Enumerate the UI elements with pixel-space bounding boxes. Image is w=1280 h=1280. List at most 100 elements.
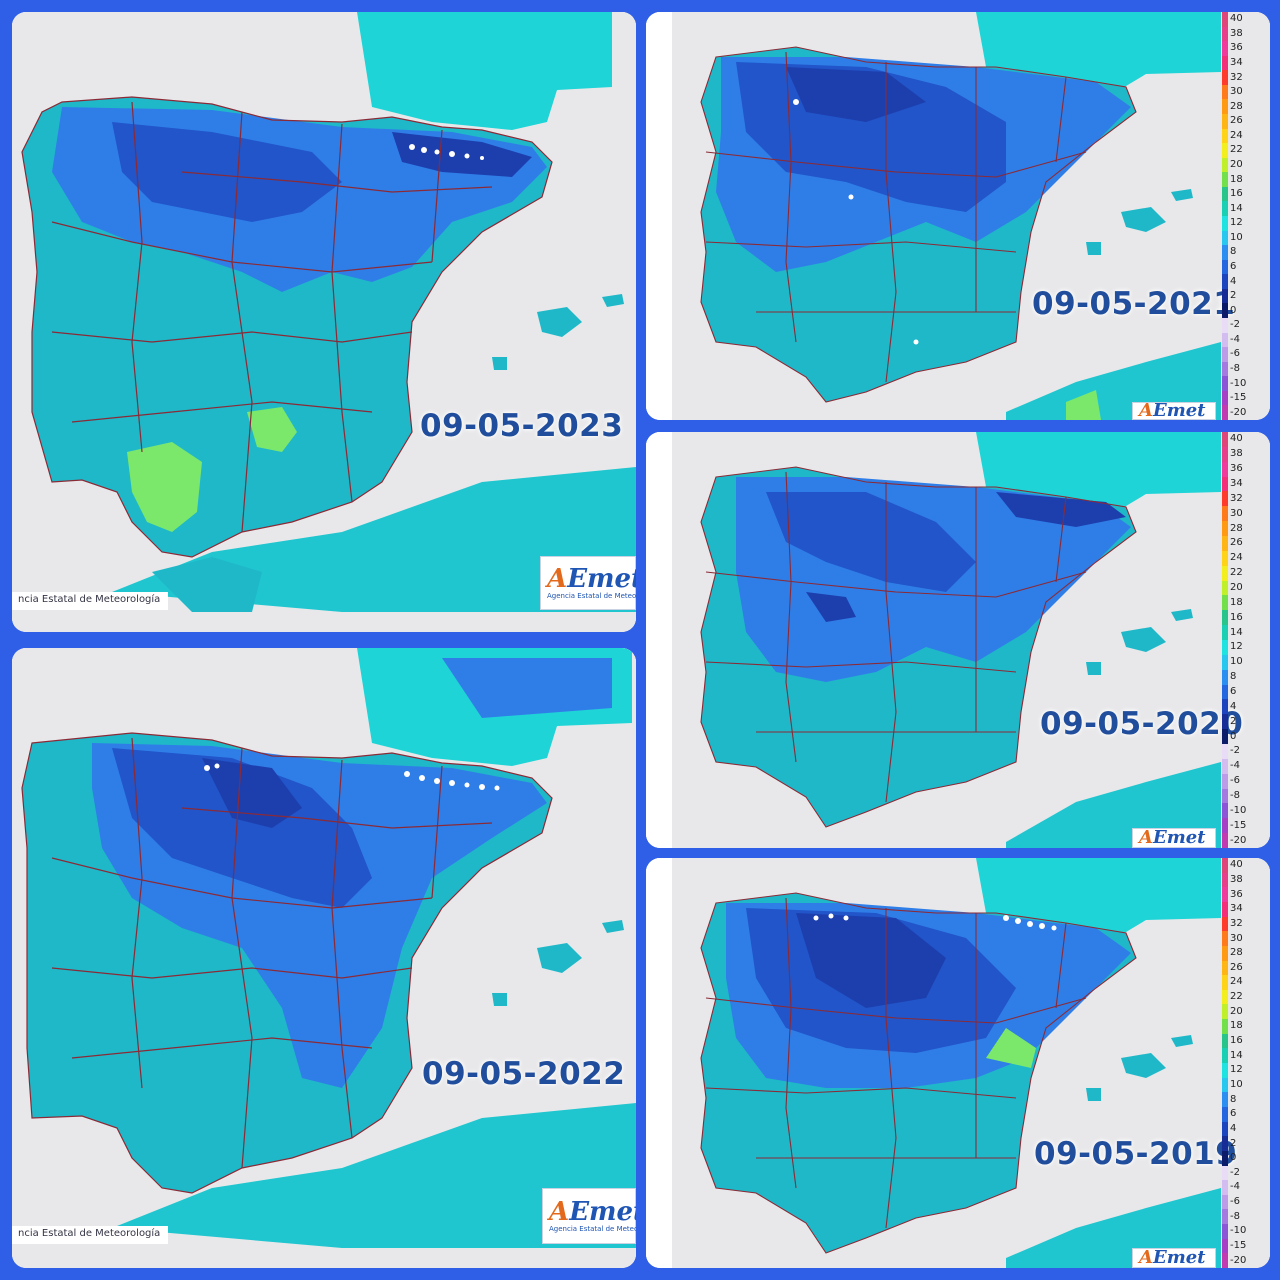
legend-swatch [1222,84,1228,100]
temperature-map-2019 [646,858,1270,1268]
legend-tick-label: 22 [1230,144,1243,156]
legend-tick-label: 20 [1230,582,1243,593]
agency-credit: ncia Estatal de Meteorología [12,592,168,610]
legend-tick-label: 28 [1230,100,1243,112]
legend-tick-label: -10 [1230,377,1247,389]
legend-tick-label: 14 [1230,1049,1243,1061]
legend-swatch [1222,788,1228,804]
legend-swatch [1222,128,1228,144]
legend-swatch [1222,669,1228,686]
legend-tick-label: 34 [1230,57,1243,68]
legend-swatch [1222,1121,1228,1137]
legend-swatch [1222,550,1228,567]
legend-swatch [1222,303,1228,319]
legend-tick-label: 6 [1230,686,1237,697]
legend-swatch [1222,55,1228,71]
legend-tick-label: 36 [1230,888,1243,900]
legend-tick-label: 30 [1230,932,1243,944]
legend-tick-label: -15 [1230,819,1247,831]
map-panel-2022: 09-05-2022 ncia Estatal de Meteorología … [12,648,636,1268]
legend-swatch [1222,390,1228,406]
legend-swatch [1222,565,1228,582]
legend-tick-label: 2 [1230,290,1237,302]
legend-swatch [1222,610,1228,626]
legend-swatch [1222,1180,1228,1196]
legend-swatch [1222,1004,1228,1020]
legend-tick-label: 16 [1230,188,1243,200]
legend-tick-label: 18 [1230,596,1243,608]
legend-swatch [1222,536,1228,552]
legend-swatch [1222,143,1228,159]
legend-tick-label: 26 [1230,115,1243,127]
legend-tick-label: 10 [1230,231,1243,243]
legend-tick-label: -4 [1230,760,1240,772]
legend-swatch [1222,186,1228,202]
date-label: 09-05-2021 [1032,286,1236,322]
legend-swatch [1222,216,1228,232]
legend-swatch [1222,26,1228,42]
legend-swatch [1222,491,1228,507]
legend-swatch [1222,506,1228,522]
legend-swatch [1222,157,1228,173]
aemet-logo: AEmet [1132,402,1216,420]
legend-tick-label: 38 [1230,27,1243,39]
legend-tick-label: 8 [1230,671,1237,683]
legend-tick-label: 4 [1230,1122,1237,1134]
aemet-logo: AEmet [1132,1248,1216,1268]
temperature-map-2023 [12,12,636,632]
legend-tick-label: -15 [1230,392,1247,404]
date-label: 09-05-2020 [1040,706,1244,742]
map-panel-2020: 09-05-2020 AEmet 40 38 36 34 32 30 28 26 24 22 20 1… [646,432,1270,848]
legend-tick-label: 12 [1230,1064,1243,1076]
legend-swatch [1222,803,1228,819]
legend-swatch [1222,476,1228,492]
legend-swatch [1222,288,1228,304]
legend-swatch [1222,361,1228,377]
legend-tick-label: 36 [1230,42,1243,54]
legend-tick-label: -4 [1230,1181,1240,1193]
legend-swatch [1222,1136,1228,1152]
legend-swatch [1222,640,1228,656]
legend-tick-label: -6 [1230,775,1240,787]
legend-tick-label: 18 [1230,173,1243,185]
legend-swatch [1222,521,1228,537]
date-label: 09-05-2023 [420,408,624,444]
legend-tick-label: 40 [1230,13,1243,25]
legend-swatch [1222,461,1228,478]
legend-tick-label: 32 [1230,492,1243,504]
agency-credit: ncia Estatal de Meteorología [12,1226,168,1244]
legend-swatch [1222,684,1228,700]
legend-tick-label: -6 [1230,348,1240,360]
legend-tick-label: 0 [1230,304,1237,316]
legend-tick-label: -20 [1230,1254,1247,1266]
legend-swatch [1222,1165,1228,1181]
legend-swatch [1222,172,1228,188]
legend-tick-label: 30 [1230,507,1243,519]
legend-swatch [1222,887,1228,903]
legend-tick-label: -6 [1230,1196,1240,1208]
legend-swatch [1222,858,1228,874]
legend-tick-label: 28 [1230,522,1243,534]
legend-swatch [1222,699,1228,715]
legend-tick-label: -2 [1230,745,1240,757]
legend-tick-label: 0 [1230,1152,1237,1164]
legend-tick-label: 22 [1230,991,1243,1003]
legend-swatch [1222,1224,1228,1240]
temperature-legend: 40 38 36 34 32 30 28 26 24 22 20 18 16 14 12 10 8 6 4 2 0 -2-… [1222,432,1247,848]
legend-swatch [1222,1194,1228,1210]
aemet-logo: AEmet Agencia Estatal de Meteorología [540,556,636,610]
legend-tick-label: 10 [1230,656,1243,668]
date-label: 09-05-2019 [1034,1136,1238,1172]
legend-swatch [1222,758,1228,775]
legend-swatch [1222,12,1228,28]
legend-tick-label: 24 [1230,552,1243,564]
legend-tick-label: 34 [1230,478,1243,489]
legend-swatch [1222,201,1228,217]
map-panel-2021: 09-05-2021 AEmet 40 38 36 34 32 30 28 26 24 22 20 1… [646,12,1270,420]
legend-tick-label: 6 [1230,1108,1237,1120]
temperature-map-2020 [646,432,1270,848]
legend-swatch [1222,230,1228,246]
legend-tick-label: 40 [1230,433,1243,445]
legend-tick-label: 24 [1230,976,1243,988]
legend-swatch [1222,989,1228,1005]
